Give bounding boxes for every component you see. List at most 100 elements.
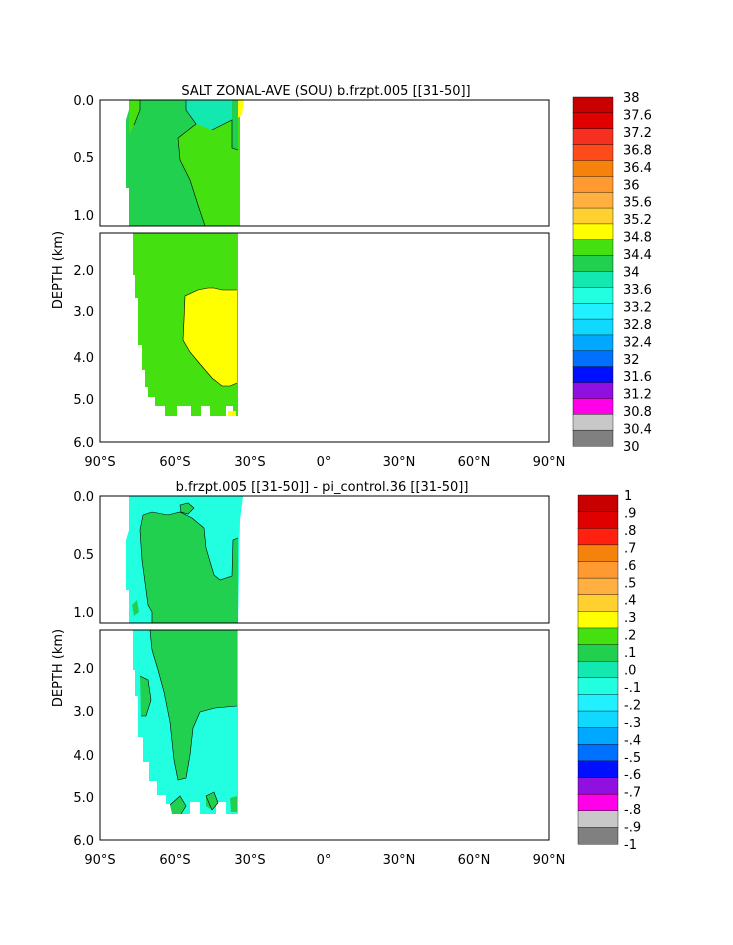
panel2-colorbar-swatch bbox=[577, 677, 619, 695]
panel2-ytick-2: 1.0 bbox=[73, 606, 94, 621]
panel1-colorbar-swatch bbox=[572, 255, 614, 272]
panel2-ylabel: DEPTH (km) bbox=[51, 629, 66, 707]
panel2-colorbar-swatch bbox=[577, 577, 619, 596]
panel2-colorbar-swatch bbox=[577, 744, 619, 762]
panel1-colorbar-label: 30.4 bbox=[623, 423, 652, 438]
panel1-ytick-7: 6.0 bbox=[73, 436, 94, 451]
panel2-x-axis: 90°S 60°S 30°S 0° 30°N 60°N 90°N bbox=[84, 853, 565, 868]
panel1-colorbar-label: 36.8 bbox=[623, 143, 652, 158]
panel2-colorbar-label: .2 bbox=[624, 629, 636, 644]
panel1-xtick-2: 30°S bbox=[234, 455, 265, 470]
panel2-colorbar-swatch bbox=[577, 528, 619, 546]
panel1-colorbar-label: 30.8 bbox=[623, 405, 652, 420]
panel2-colorbar-swatch bbox=[577, 710, 619, 729]
panel1-ylabel: DEPTH (km) bbox=[51, 231, 66, 309]
panel1-colorbar-label: 31.2 bbox=[623, 388, 652, 403]
panel2-colorbar-label: -.1 bbox=[624, 681, 641, 696]
panel2-colorbar-swatch bbox=[577, 561, 619, 579]
panel2-colorbar-swatch bbox=[577, 694, 619, 712]
panel2-ytick-0: 0.0 bbox=[73, 490, 94, 505]
panel2-xtick-1: 60°S bbox=[159, 853, 190, 868]
panel1-colorbar-swatch bbox=[572, 271, 614, 288]
panel2-ytick-4: 3.0 bbox=[73, 705, 94, 720]
panel2-colorbar-swatch bbox=[577, 777, 619, 795]
panel2-colorbar-label: -.3 bbox=[624, 716, 641, 731]
panel1-colorbar-label: 34 bbox=[623, 266, 640, 281]
panel2-colorbar-label: -.2 bbox=[624, 698, 641, 713]
panel1-colorbar-label: 36 bbox=[623, 178, 640, 193]
panel1-colorbar-label: 35.6 bbox=[623, 196, 652, 211]
panel1-colorbar-swatch bbox=[572, 318, 614, 336]
panel2-ytick-6: 5.0 bbox=[73, 791, 94, 806]
panel1-colorbar-label: 30 bbox=[623, 440, 640, 455]
panel2-colorbar-swatch bbox=[577, 760, 619, 779]
panel1-colorbar-swatch bbox=[572, 429, 614, 447]
panel1-colorbar-label: 32.4 bbox=[623, 335, 652, 350]
panel1-xtick-4: 30°N bbox=[383, 455, 416, 470]
panel1-ytick-2: 1.0 bbox=[73, 209, 94, 224]
panel2-colorbar-swatch bbox=[577, 727, 619, 745]
panel1-colorbar-swatch bbox=[572, 398, 614, 415]
panel1-colorbar-swatch bbox=[572, 207, 614, 225]
panel1-colorbar-swatch bbox=[572, 96, 614, 114]
panel2-colorbar-swatch bbox=[577, 511, 619, 529]
panel1-colorbar-label: 33.6 bbox=[623, 283, 652, 298]
panel1-colorbar-swatch bbox=[572, 303, 614, 320]
panel2-colorbar-label: .4 bbox=[624, 594, 636, 609]
panel1-colorbar-label: 34.4 bbox=[623, 248, 652, 263]
panel1-colorbar-swatch bbox=[572, 334, 614, 352]
panel2-y-axis: 0.0 0.5 1.0 2.0 3.0 4.0 5.0 6.0 DEPTH (k… bbox=[51, 490, 94, 849]
panel1-ytick-1: 0.5 bbox=[73, 151, 94, 166]
panel1-upper-field bbox=[126, 100, 244, 226]
panel2-ytick-7: 6.0 bbox=[73, 834, 94, 849]
panel1-colorbar: 38 37.6 37.2 36.8 36.4 36 35.6 35.2 34.8 34.4 34 33… bbox=[572, 91, 652, 455]
panel1-colorbar-label: 37.6 bbox=[623, 108, 652, 123]
panel1-xtick-5: 60°N bbox=[458, 455, 491, 470]
panel2-xtick-6: 90°N bbox=[533, 853, 566, 868]
panel2-lower-field bbox=[133, 630, 238, 814]
panel2-colorbar-swatch bbox=[577, 627, 619, 646]
panel1-colorbar-swatch bbox=[572, 176, 614, 193]
panel2-colorbar-label: -.5 bbox=[624, 751, 641, 766]
panel1-colorbar-swatch bbox=[572, 223, 614, 241]
panel1-colorbar-swatch bbox=[572, 239, 614, 257]
panel1-ytick-4: 3.0 bbox=[73, 305, 94, 320]
panel1-ytick-6: 5.0 bbox=[73, 393, 94, 408]
panel1-colorbar-label: 32.8 bbox=[623, 318, 652, 333]
panel1-colorbar-swatch bbox=[572, 414, 614, 431]
panel2-ytick-5: 4.0 bbox=[73, 749, 94, 764]
panel1-ytick-5: 4.0 bbox=[73, 351, 94, 366]
panel2-colorbar-swatch bbox=[577, 793, 619, 812]
panel2-xtick-3: 0° bbox=[317, 853, 332, 868]
panel2-colorbar-label: -.8 bbox=[624, 803, 641, 818]
panel2-colorbar-label: -.7 bbox=[624, 786, 641, 801]
panel2-colorbar-swatch bbox=[577, 544, 619, 562]
panel2-colorbar-swatch bbox=[577, 644, 619, 662]
panel1-colorbar-swatch bbox=[572, 191, 614, 209]
panel2-lower-plot bbox=[99, 629, 550, 841]
panel2-colorbar-label: -.9 bbox=[624, 821, 641, 836]
panel1-colorbar-swatch bbox=[572, 382, 614, 399]
panel1-x-axis: 90°S 60°S 30°S 0° 30°N 60°N 90°N bbox=[84, 455, 565, 470]
panel1-y-axis: 0.0 0.5 1.0 2.0 3.0 4.0 5.0 6.0 DEPTH (k… bbox=[51, 94, 94, 451]
panel2-colorbar-label: .8 bbox=[624, 524, 636, 539]
panel1-colorbar-label: 36.4 bbox=[623, 161, 652, 176]
panel2-colorbar-swatch bbox=[577, 594, 619, 612]
panel2-colorbar-label: -.4 bbox=[624, 733, 641, 748]
panel1-lower-field bbox=[133, 233, 238, 416]
panel1-xtick-3: 0° bbox=[317, 455, 332, 470]
panel2-colorbar-swatch bbox=[577, 611, 619, 629]
panel2-colorbar-swatch bbox=[577, 660, 619, 679]
panel1-xtick-6: 90°N bbox=[533, 455, 566, 470]
panel1-colorbar-swatch bbox=[572, 287, 614, 304]
panel1-ytick-3: 2.0 bbox=[73, 264, 94, 279]
panel1-xtick-0: 90°S bbox=[84, 455, 115, 470]
panel2-ytick-3: 2.0 bbox=[73, 662, 94, 677]
panel2-colorbar-label: .5 bbox=[624, 576, 636, 591]
panel1-lower-plot bbox=[99, 232, 550, 443]
panel1-colorbar-swatch bbox=[572, 128, 614, 146]
panel-salt-difference: b.frzpt.005 [[31-50]] - pi_control.36 [[… bbox=[51, 480, 641, 868]
panel1-colorbar-swatch bbox=[572, 160, 614, 177]
panel1-xtick-1: 60°S bbox=[159, 455, 190, 470]
